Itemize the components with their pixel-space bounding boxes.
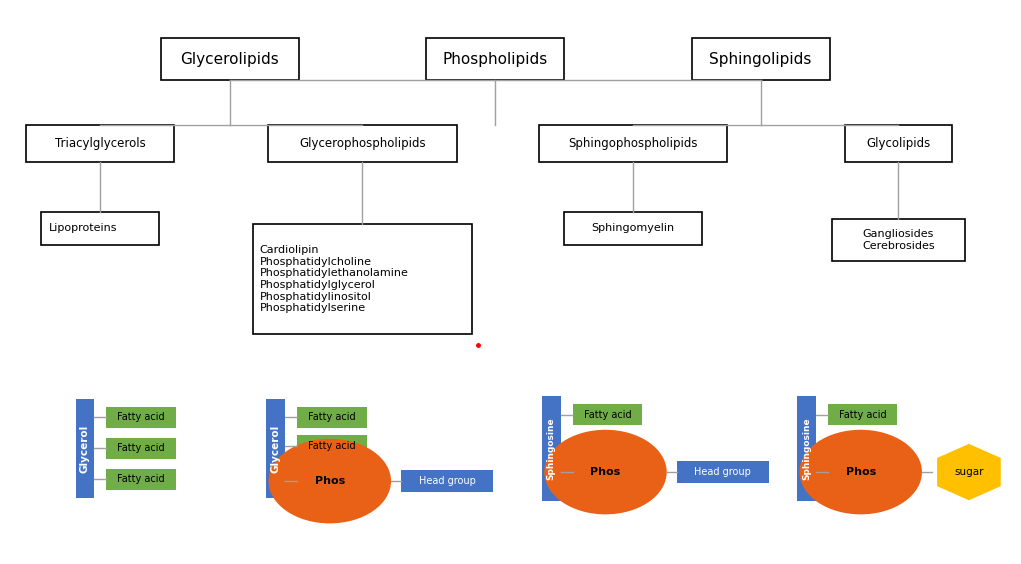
FancyBboxPatch shape: [427, 38, 564, 81]
Text: Lipoproteins: Lipoproteins: [49, 223, 117, 233]
Text: sugar: sugar: [955, 467, 983, 477]
FancyBboxPatch shape: [106, 407, 176, 428]
Text: Triacylglycerols: Triacylglycerols: [55, 137, 145, 151]
Text: Fatty acid: Fatty acid: [117, 443, 164, 453]
Ellipse shape: [269, 439, 391, 523]
FancyBboxPatch shape: [692, 38, 829, 81]
Text: Sphingophospholipids: Sphingophospholipids: [569, 137, 697, 151]
FancyBboxPatch shape: [564, 212, 702, 245]
Text: Glycerophospholipids: Glycerophospholipids: [299, 137, 426, 151]
Text: Phos: Phos: [314, 476, 345, 486]
Text: Sphingosine: Sphingosine: [803, 417, 811, 480]
Text: Fatty acid: Fatty acid: [117, 412, 164, 422]
FancyBboxPatch shape: [297, 407, 367, 428]
Text: Phospholipids: Phospholipids: [442, 52, 548, 67]
Ellipse shape: [544, 430, 667, 514]
FancyBboxPatch shape: [542, 396, 561, 501]
Text: Fatty acid: Fatty acid: [308, 412, 355, 422]
Text: Glycerol: Glycerol: [80, 424, 90, 473]
Text: Glycolipids: Glycolipids: [867, 137, 930, 151]
Text: Glycerolipids: Glycerolipids: [181, 52, 279, 67]
FancyBboxPatch shape: [828, 404, 897, 425]
Text: Sphingosine: Sphingosine: [547, 417, 555, 480]
FancyBboxPatch shape: [161, 38, 298, 81]
FancyBboxPatch shape: [832, 219, 965, 261]
Text: Head group: Head group: [694, 467, 751, 477]
FancyBboxPatch shape: [41, 212, 158, 245]
FancyBboxPatch shape: [844, 125, 952, 162]
Text: Fatty acid: Fatty acid: [584, 409, 631, 420]
FancyBboxPatch shape: [76, 399, 94, 498]
FancyBboxPatch shape: [27, 125, 174, 162]
Text: Glycerol: Glycerol: [271, 424, 281, 473]
FancyBboxPatch shape: [573, 404, 642, 425]
FancyBboxPatch shape: [297, 435, 367, 456]
Polygon shape: [937, 444, 1001, 500]
Text: Cardiolipin
Phosphatidylcholine
Phosphatidylethanolamine
Phosphatidylglycerol
Ph: Cardiolipin Phosphatidylcholine Phosphat…: [259, 245, 408, 313]
Text: Phos: Phos: [590, 467, 621, 477]
FancyBboxPatch shape: [538, 125, 727, 162]
FancyBboxPatch shape: [106, 438, 176, 459]
Text: Gangliosides
Cerebrosides: Gangliosides Cerebrosides: [862, 229, 935, 250]
Text: Sphingomyelin: Sphingomyelin: [591, 223, 675, 233]
Text: Fatty acid: Fatty acid: [117, 474, 164, 484]
FancyBboxPatch shape: [252, 224, 472, 334]
FancyBboxPatch shape: [797, 396, 816, 501]
FancyBboxPatch shape: [266, 399, 285, 498]
FancyBboxPatch shape: [106, 469, 176, 490]
FancyBboxPatch shape: [268, 125, 456, 162]
Text: Head group: Head group: [419, 476, 476, 486]
Text: Phos: Phos: [845, 467, 876, 477]
Text: Fatty acid: Fatty acid: [308, 440, 355, 451]
Text: Sphingolipids: Sphingolipids: [710, 52, 812, 67]
Text: Fatty acid: Fatty acid: [839, 409, 886, 420]
FancyBboxPatch shape: [401, 470, 493, 492]
Ellipse shape: [799, 430, 922, 514]
FancyBboxPatch shape: [677, 461, 769, 483]
